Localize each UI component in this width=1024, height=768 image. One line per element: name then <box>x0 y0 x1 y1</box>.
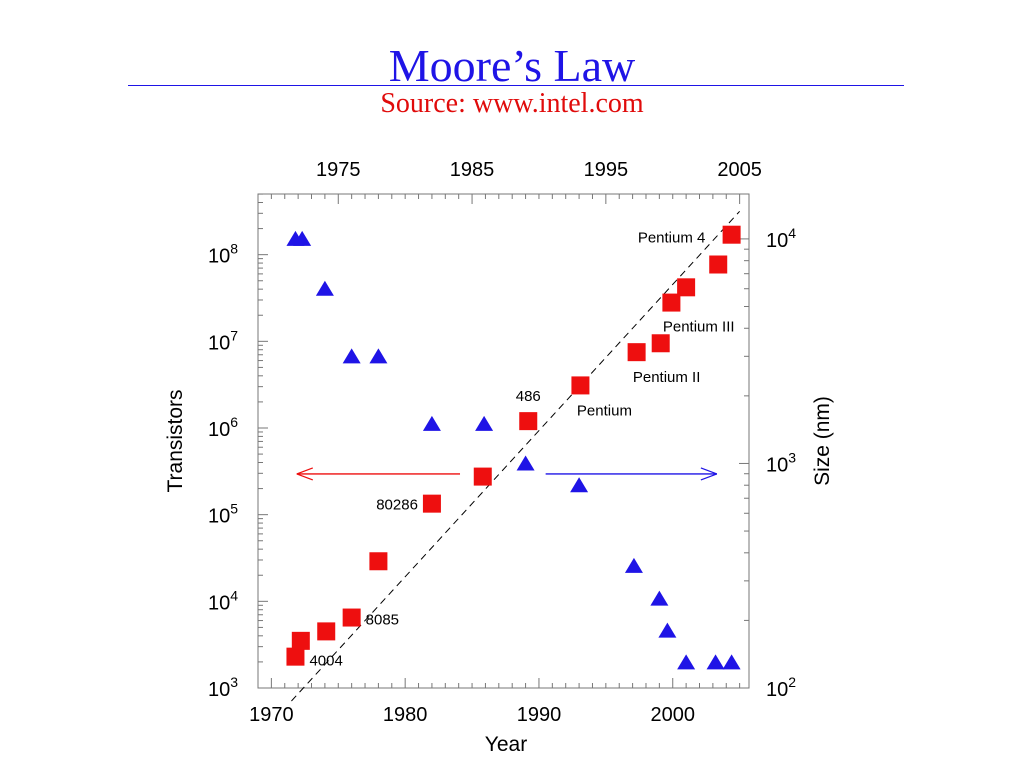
transistor-square-marker <box>662 293 681 312</box>
processor-label: 8085 <box>366 612 399 629</box>
y2-tick-label: 103 <box>766 449 796 476</box>
trend-line-dashed <box>291 210 741 702</box>
x-tick-label: 1980 <box>383 704 428 726</box>
title-underline <box>128 85 904 86</box>
axis-labels: 1970 1980 1990 2000 1975 1985 1995 2005 103 104 10… <box>164 159 834 756</box>
size-triangle-marker <box>369 348 388 364</box>
processor-label: Pentium III <box>663 318 735 335</box>
slide-title: Moore’s Law <box>388 40 636 91</box>
processor-label: Pentium <box>577 402 632 419</box>
scale-arrows <box>296 467 718 481</box>
processor-label: 80286 <box>376 497 418 514</box>
x-top-tick-label: 1995 <box>584 159 629 181</box>
y2-tick-label: 104 <box>766 225 796 252</box>
processor-label: 4004 <box>309 653 342 670</box>
transistor-square-marker <box>571 376 590 395</box>
size-triangle-marker <box>516 455 535 471</box>
transistor-square-marker <box>422 494 441 513</box>
plot-frame <box>257 193 750 689</box>
transistor-square-marker <box>651 334 670 353</box>
transistor-square-marker <box>286 647 305 666</box>
processor-label: 486 <box>516 388 541 405</box>
y2-axis-title: Size (nm) <box>811 396 834 486</box>
size-triangle-marker <box>650 590 669 606</box>
size-triangle-marker <box>677 654 696 670</box>
transistor-square-marker <box>473 467 492 486</box>
y-tick-label: 107 <box>208 327 238 354</box>
processor-label: Pentium II <box>633 369 701 386</box>
slide-subtitle: Source: www.intel.com <box>380 88 644 119</box>
y-tick-label: 108 <box>208 241 238 268</box>
size-triangle-marker <box>315 280 334 296</box>
size-triangle-marker <box>624 557 643 573</box>
arrow-left-head <box>296 467 314 481</box>
y-tick-label: 105 <box>208 501 238 528</box>
transistor-square-marker <box>369 552 388 571</box>
y-tick-label: 104 <box>208 587 238 614</box>
x-top-tick-label: 2005 <box>717 159 762 181</box>
y2-tick-label: 102 <box>766 674 796 701</box>
transistor-square-marker <box>709 255 728 274</box>
x-top-tick-label: 1985 <box>450 159 495 181</box>
transistor-square-marker <box>317 622 336 641</box>
transistor-square-marker <box>677 278 696 297</box>
size-triangle-marker <box>293 230 312 246</box>
data-points <box>286 225 741 670</box>
transistor-square-marker <box>519 412 538 431</box>
transistor-square-marker <box>722 225 741 244</box>
y-axis-title: Transistors <box>164 389 187 492</box>
size-triangle-marker <box>658 622 677 638</box>
axis-ticks <box>257 193 749 689</box>
arrow-right-head <box>700 467 718 481</box>
x-top-tick-label: 1975 <box>316 159 361 181</box>
transistor-square-marker <box>291 631 310 650</box>
trend-line <box>291 210 741 702</box>
transistor-square-marker <box>342 608 361 627</box>
size-triangle-marker <box>342 348 361 364</box>
y-tick-label: 106 <box>208 414 238 441</box>
y-tick-label: 103 <box>208 674 238 701</box>
processor-label: Pentium 4 <box>638 230 706 247</box>
size-triangle-marker <box>722 654 741 670</box>
x-axis-title: Year <box>485 733 527 756</box>
x-tick-label: 1990 <box>517 704 562 726</box>
transistor-square-marker <box>627 343 646 362</box>
x-tick-label: 2000 <box>650 704 695 726</box>
size-triangle-marker <box>475 415 494 431</box>
size-triangle-marker <box>706 654 725 670</box>
x-tick-label: 1970 <box>249 704 294 726</box>
size-triangle-marker <box>422 415 441 431</box>
size-triangle-marker <box>570 477 589 493</box>
